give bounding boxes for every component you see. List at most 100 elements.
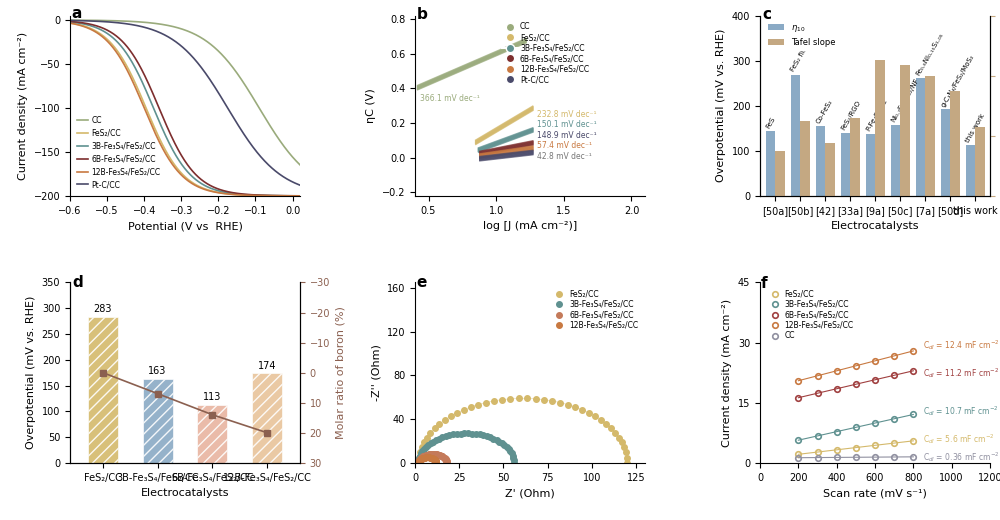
3B-Fe₃S₄/FeS₂/CC (413, 457, 425, 463)
6B-Fe₃S₄/FeS₂/CC (294, 193, 306, 199)
6B-Fe₃S₄/FeS₂/CC (426, 451, 438, 457)
3B-Fe₃S₄/FeS₂/CC (451, 431, 463, 437)
12B-Fe₃S₄/FeS₂/CC (428, 456, 440, 462)
FeS₂/CC (418, 439, 430, 446)
6B-Fe₃S₄/FeS₂/CC (441, 460, 453, 466)
6B-Fe₃S₄/FeS₂/CC (423, 451, 435, 458)
3B-Fe₃S₄/FeS₂/CC (869, 420, 881, 426)
Text: this work: this work (965, 112, 986, 143)
Text: P-Fe₇S₈@C: P-Fe₇S₈@C (865, 98, 888, 133)
Bar (966, 145, 975, 196)
12B-Fe₃S₄/FeS₂/CC (429, 457, 441, 463)
12B-Fe₃S₄/FeS₂/CC (416, 455, 428, 461)
12B-Fe₃S₄/FeS₂/CC (812, 373, 824, 379)
CC (168, 24, 180, 30)
Text: c: c (763, 7, 772, 22)
6B-Fe₃S₄/FeS₂/CC (421, 452, 433, 458)
12B-Fe₃S₄/FeS₂/CC (869, 358, 881, 364)
3B-Fe₃S₄/FeS₂/CC (487, 435, 499, 441)
6B-Fe₃S₄/FeS₂/CC (441, 458, 453, 464)
12B-Fe₃S₄/FeS₂/CC (421, 454, 433, 461)
6B-Fe₃S₄/FeS₂/CC (413, 458, 425, 464)
3B-Fe₃S₄/FeS₂/CC (123, 54, 135, 60)
FeS₂/CC (600, 421, 612, 427)
12B-Fe₃S₄/FeS₂/CC (413, 459, 425, 465)
Line: 12B-Fe₃S₄/FeS₂/CC: 12B-Fe₃S₄/FeS₂/CC (416, 454, 439, 465)
12B-Fe₃S₄/FeS₂/CC (426, 455, 438, 461)
6B-Fe₃S₄/FeS₂/CC (812, 390, 824, 396)
FeS₂/CC (618, 444, 630, 450)
6B-Fe₃S₄/FeS₂/CC (413, 458, 425, 464)
CC (831, 454, 843, 461)
3B-Fe₃S₄/FeS₂/CC (831, 428, 843, 435)
Line: 3B-Fe₃S₄/FeS₂/CC: 3B-Fe₃S₄/FeS₂/CC (416, 431, 517, 465)
3B-Fe₃S₄/FeS₂/CC (503, 446, 515, 452)
FeS₂/CC (620, 449, 632, 456)
12B-Fe₃S₄/FeS₂/CC (413, 458, 425, 464)
6B-Fe₃S₄/FeS₂/CC (850, 381, 862, 387)
FeS₂/CC (812, 449, 824, 455)
12B-Fe₃S₄/FeS₂/CC (419, 454, 431, 461)
Text: 57.4 mV dec⁻¹: 57.4 mV dec⁻¹ (537, 141, 592, 150)
6B-Fe₃S₄/FeS₂/CC (438, 454, 450, 461)
6B-Fe₃S₄/FeS₂/CC (419, 452, 431, 459)
6B-Fe₃S₄/FeS₂/CC (430, 451, 442, 458)
3B-Fe₃S₄/FeS₂/CC (458, 430, 470, 436)
6B-Fe₃S₄/FeS₂/CC (437, 454, 449, 460)
12B-Fe₃S₄/FeS₂/CC (430, 458, 442, 464)
Legend: FeS₂/CC, 3B-Fe₃S₄/FeS₂/CC, 6B-Fe₃S₄/FeS₂/CC, 12B-Fe₃S₄/FeS₂/CC: FeS₂/CC, 3B-Fe₃S₄/FeS₂/CC, 6B-Fe₃S₄/FeS₂… (548, 287, 641, 333)
12B-Fe₃S₄/FeS₂/CC (422, 454, 434, 461)
Pt-C/CC (123, 21, 135, 27)
3B-Fe₃S₄/FeS₂/CC (430, 437, 442, 443)
Bar (866, 134, 875, 196)
FeS₂/CC (414, 449, 426, 456)
3B-Fe₃S₄/FeS₂/CC (484, 434, 496, 440)
Text: C$_{dl}$ = 10.7 mF cm$^{-2}$: C$_{dl}$ = 10.7 mF cm$^{-2}$ (923, 404, 999, 418)
12B-Fe₃S₄/FeS₂/CC (427, 456, 439, 462)
3B-Fe₃S₄/FeS₂/CC (508, 460, 520, 466)
Text: C$_{dl}$ = 12.4 mF cm$^{-2}$: C$_{dl}$ = 12.4 mF cm$^{-2}$ (923, 337, 999, 352)
6B-Fe₃S₄/FeS₂/CC (218, 188, 230, 194)
FeS₂/CC (569, 404, 581, 410)
3B-Fe₃S₄/FeS₂/CC (470, 431, 482, 437)
FeS₂/CC (562, 401, 574, 408)
6B-Fe₃S₄/FeS₂/CC (413, 459, 425, 465)
12B-Fe₃S₄/FeS₂/CC (424, 454, 436, 461)
FeS₂/CC (576, 407, 588, 413)
3B-Fe₃S₄/FeS₂/CC (491, 437, 503, 443)
FeS₂/CC (869, 442, 881, 448)
3B-Fe₃S₄/FeS₂/CC (474, 431, 486, 437)
3B-Fe₃S₄/FeS₂/CC (218, 189, 230, 195)
FeS₂/CC (521, 395, 533, 401)
Text: 150.1 mV dec⁻¹: 150.1 mV dec⁻¹ (537, 121, 596, 129)
FeS₂/CC (439, 417, 451, 423)
12B-Fe₃S₄/FeS₂/CC (237, 192, 249, 198)
12B-Fe₃S₄/FeS₂/CC (420, 454, 432, 461)
6B-Fe₃S₄/FeS₂/CC (907, 368, 919, 374)
12B-Fe₃S₄/FeS₂/CC (430, 458, 442, 464)
6B-Fe₃S₄/FeS₂/CC (434, 452, 446, 458)
FeS₂/CC (218, 190, 230, 197)
Bar (900, 65, 910, 196)
6B-Fe₃S₄/FeS₂/CC (416, 454, 428, 460)
6B-Fe₃S₄/FeS₂/CC (436, 453, 448, 460)
3B-Fe₃S₄/FeS₂/CC (507, 455, 519, 461)
6B-Fe₃S₄/FeS₂/CC (414, 456, 426, 462)
Text: C$_{dl}$ = 0.36 mF cm$^{-2}$: C$_{dl}$ = 0.36 mF cm$^{-2}$ (923, 450, 999, 464)
FeS₂/CC (433, 421, 445, 427)
12B-Fe₃S₄/FeS₂/CC (416, 456, 428, 462)
CC (850, 454, 862, 460)
CC (792, 454, 804, 461)
6B-Fe₃S₄/FeS₂/CC (415, 454, 427, 461)
Bar (252, 373, 282, 463)
CC (812, 454, 824, 461)
3B-Fe₃S₄/FeS₂/CC (498, 442, 510, 448)
6B-Fe₃S₄/FeS₂/CC (431, 451, 443, 458)
12B-Fe₃S₄/FeS₂/CC (414, 457, 426, 463)
3B-Fe₃S₄/FeS₂/CC (506, 450, 518, 457)
Line: 12B-Fe₃S₄/FeS₂/CC: 12B-Fe₃S₄/FeS₂/CC (796, 348, 916, 384)
Text: 42.8 mV dec⁻¹: 42.8 mV dec⁻¹ (537, 152, 592, 161)
FeS₂/CC (513, 395, 525, 401)
FeS₂/CC (530, 396, 542, 402)
12B-Fe₃S₄/FeS₂/CC (850, 363, 862, 369)
